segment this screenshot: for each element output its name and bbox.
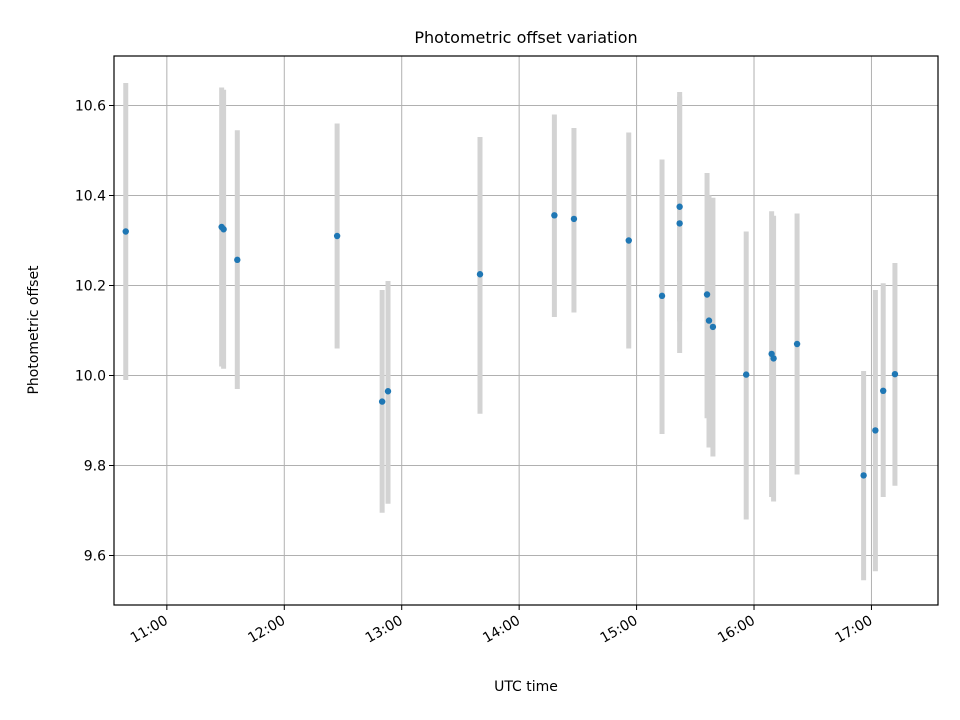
y-tick-label: 10.4 [75,189,106,205]
data-point [570,215,578,223]
data-point [378,398,386,405]
data-point [742,371,750,378]
data-point [658,292,666,300]
y-tick-label: 10.6 [75,99,106,115]
data-point [625,237,632,244]
data-point [551,212,558,219]
data-point [122,228,129,235]
data-point [872,427,879,434]
data-point [770,355,777,362]
y-axis-label: Photometric offset [26,265,42,395]
data-point [384,388,392,395]
y-tick-label: 10.0 [75,369,106,385]
data-point [234,256,241,264]
x-axis-label: UTC time [494,679,558,695]
grid [114,56,938,605]
y-axis: 9.6 9.8 10.0 10.2 10.4 10.6 [75,99,114,565]
data-point [709,323,717,331]
y-tick-label: 9.6 [84,549,106,565]
data-points [122,203,899,479]
data-point [705,317,713,324]
data-point [676,220,683,227]
data-point [891,370,899,378]
data-point [860,472,867,479]
data-point [793,340,801,348]
data-point [476,271,484,278]
chart-title: Photometric offset variation [414,28,637,47]
data-point [676,203,683,210]
data-point [879,387,887,394]
data-point [333,232,341,240]
y-tick-label: 10.2 [75,279,106,295]
y-tick-label: 9.8 [84,459,106,475]
plot-frame [113,55,939,606]
data-point [703,291,711,298]
data-point [220,226,227,233]
